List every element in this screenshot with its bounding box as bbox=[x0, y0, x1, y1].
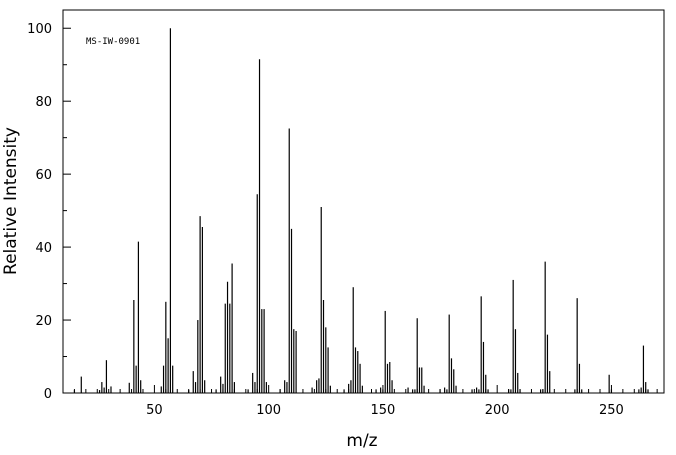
x-tick-label: 100 bbox=[256, 403, 281, 418]
y-tick-label: 80 bbox=[35, 95, 52, 110]
y-tick-label: 0 bbox=[44, 387, 52, 402]
x-tick-label: 50 bbox=[146, 403, 163, 418]
y-tick-label: 60 bbox=[35, 168, 52, 183]
spectrum-id-annotation: MS-IW-0901 bbox=[86, 37, 140, 47]
y-axis-title: Relative Intensity bbox=[1, 127, 21, 275]
x-tick-label: 250 bbox=[599, 403, 624, 418]
axis-ticks: 50 100 150 200 250 0 20 40 60 80 100 bbox=[27, 22, 658, 418]
x-axis-title: m/z bbox=[346, 431, 377, 451]
y-tick-label: 40 bbox=[35, 241, 52, 256]
y-tick-label: 20 bbox=[35, 314, 52, 329]
x-tick-label: 150 bbox=[371, 403, 396, 418]
plot-frame bbox=[62, 9, 665, 394]
y-tick-label: 100 bbox=[27, 22, 52, 37]
peak-series bbox=[73, 28, 649, 393]
x-tick-label: 200 bbox=[485, 403, 510, 418]
